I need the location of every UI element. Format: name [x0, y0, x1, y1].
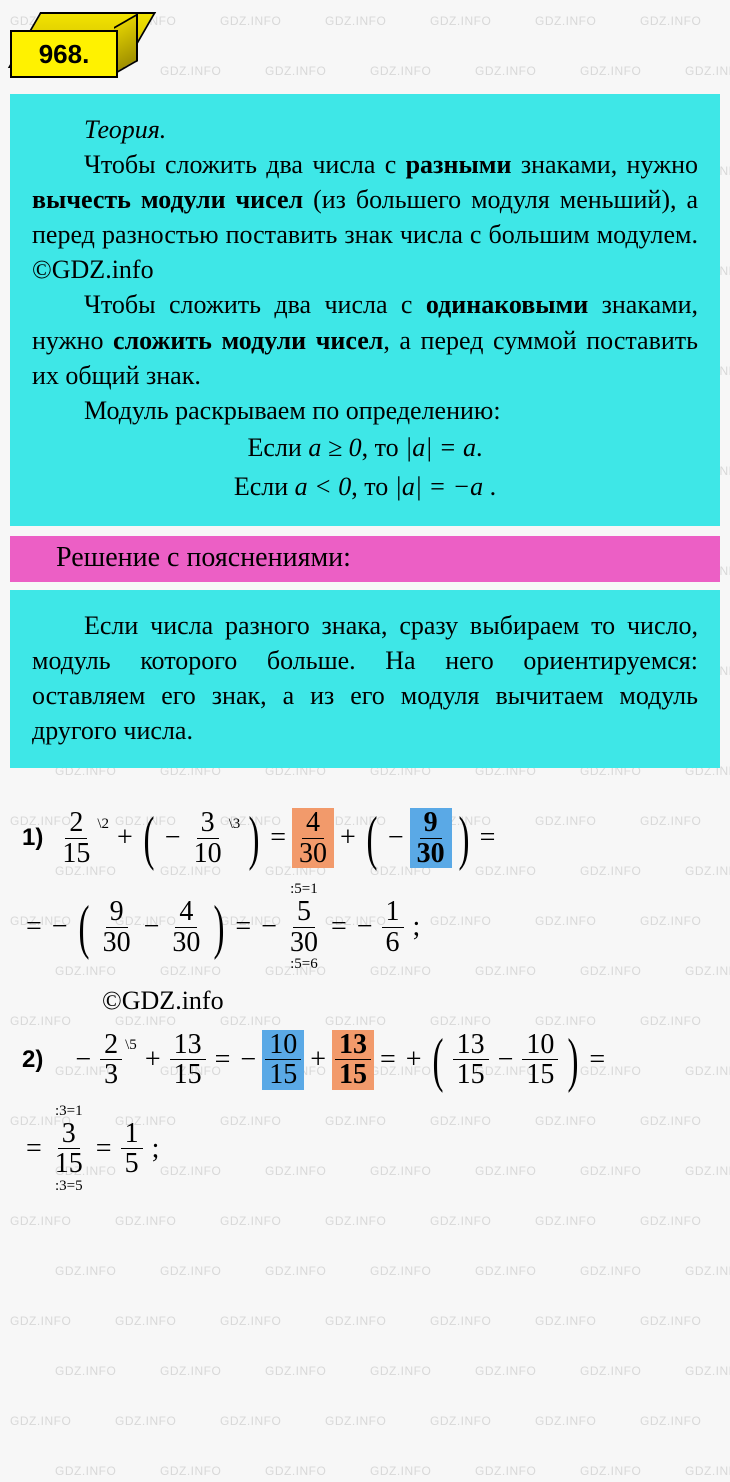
frac-3-15: :3=1 315 :3=5	[48, 1104, 90, 1194]
formula-1: Если a ≥ 0, то |a| = a.	[32, 428, 698, 467]
frac-3-10: 310	[187, 808, 229, 868]
theory-title: Теория.	[32, 112, 698, 147]
prob-2-label: 2)	[22, 1046, 43, 1074]
frac-1-6: 16	[379, 897, 407, 957]
solution-header: Решение с пояснениями:	[10, 536, 720, 582]
copyright: ©GDZ.info	[22, 986, 708, 1016]
theory-para-3: Модуль раскрываем по определению:	[32, 393, 698, 428]
problem-badge: 968.	[10, 12, 134, 82]
frac-13-15: 1315	[167, 1030, 209, 1090]
eq-1-row-1: 1) 215 \2 + ( − 310 \3 ) = 430 + ( − 930…	[22, 808, 708, 868]
theory-para-1: Чтобы сложить два числа с разными знакам…	[32, 147, 698, 287]
formula-2: Если a < 0, то |a| = −a .	[32, 467, 698, 506]
frac-5-30: :5=1 530 :5=6	[283, 882, 325, 972]
prob-1-label: 1)	[22, 824, 43, 852]
eq-1-row-2: = − ( 930 − 430 ) = − :5=1 530 :5=6 = − …	[22, 882, 708, 972]
theory-para-2: Чтобы сложить два числа с одинаковыми зн…	[32, 287, 698, 392]
math-work: 1) 215 \2 + ( − 310 \3 ) = 430 + ( − 930…	[0, 776, 730, 1217]
frac-13-15-hl: 1315	[332, 1030, 374, 1090]
frac-2-3: 23	[97, 1030, 125, 1090]
eq-2-row-2: = :3=1 315 :3=5 = 15 ;	[22, 1104, 708, 1194]
eq-2-row-1: 2) − 23 \5 + 1315 = − 1015 + 1315 = + ( …	[22, 1030, 708, 1090]
frac-10-15b: 1015	[519, 1030, 561, 1090]
theory-section: Теория. Чтобы сложить два числа с разным…	[10, 94, 720, 526]
frac-4-30-hl: 430	[292, 808, 334, 868]
problem-number: 968.	[10, 30, 118, 78]
frac-10-15-hl: 1015	[262, 1030, 304, 1090]
frac-4-30: 430	[165, 897, 207, 957]
intro-text: Если числа разного знака, сразу выбираем…	[32, 608, 698, 748]
frac-13-15b: 1315	[450, 1030, 492, 1090]
frac-1-5: 15	[118, 1119, 146, 1179]
intro-section: Если числа разного знака, сразу выбираем…	[10, 590, 720, 768]
frac-2-15: 215	[55, 808, 97, 868]
frac-9-30-hl: 930	[410, 808, 452, 868]
frac-9-30: 930	[96, 897, 138, 957]
